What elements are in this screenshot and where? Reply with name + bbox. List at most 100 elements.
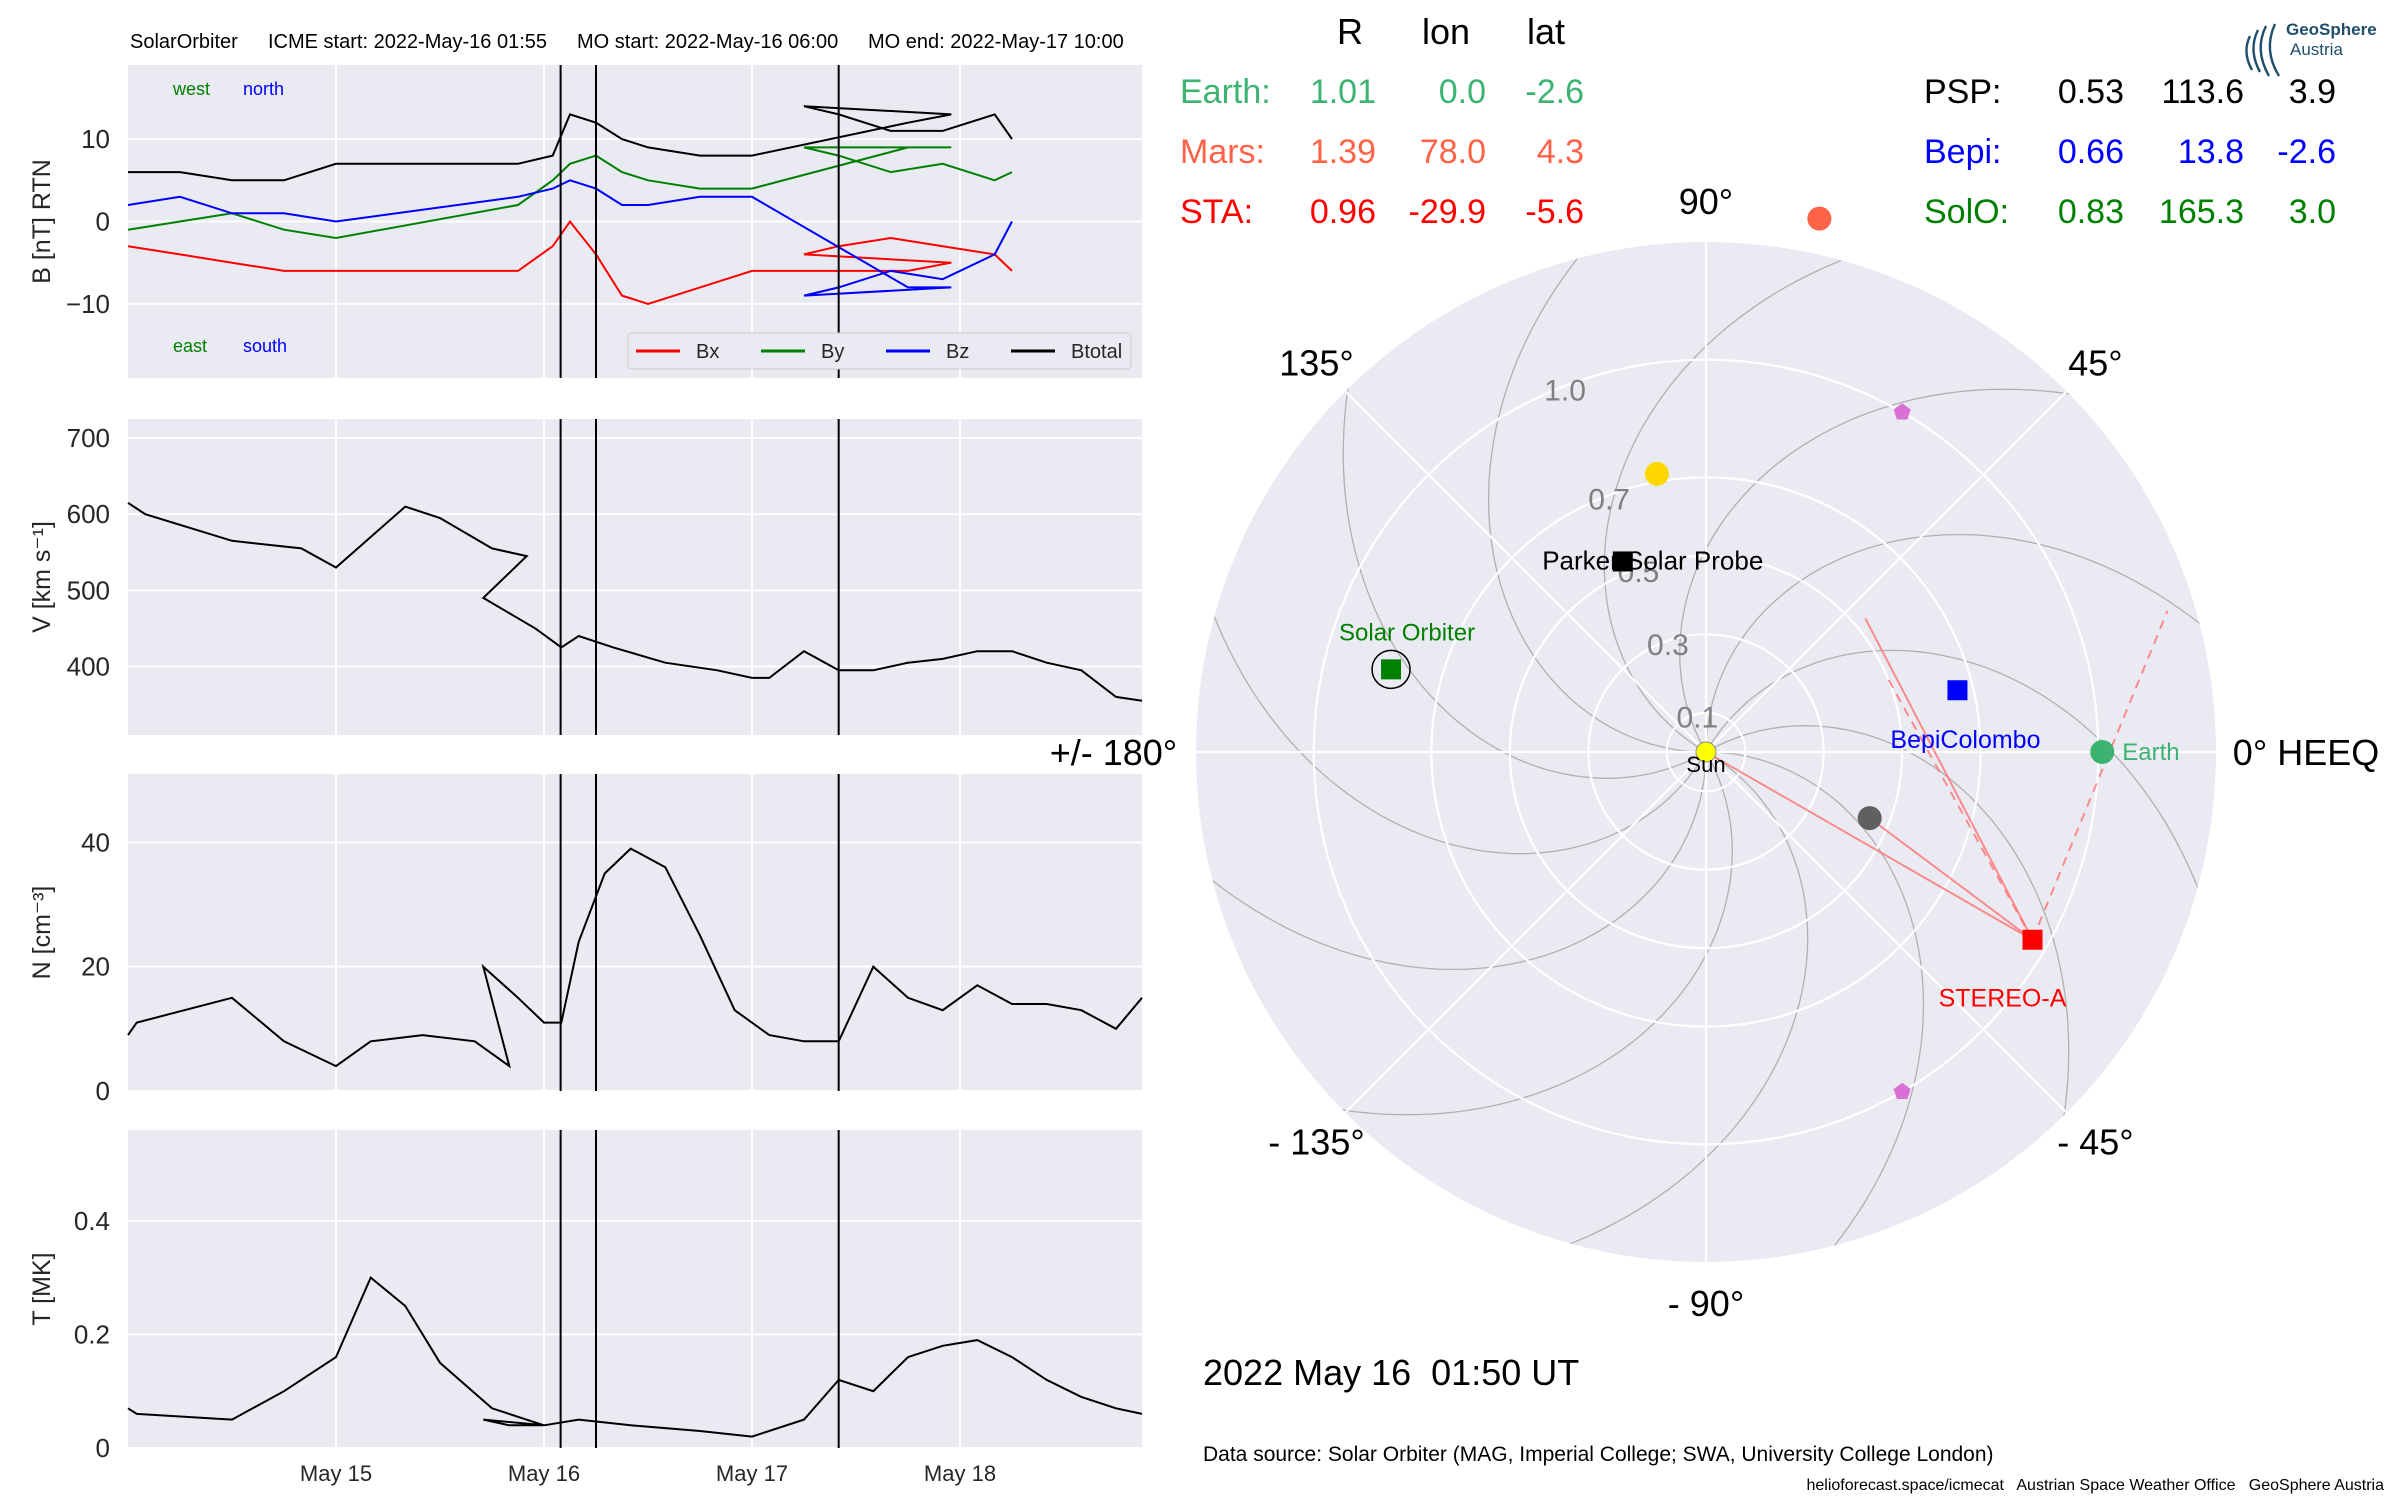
sta-fov-line <box>1864 617 2034 941</box>
x-tick-label: May 17 <box>716 1461 788 1486</box>
row-lon: 165.3 <box>2159 193 2244 231</box>
body-marker <box>1947 680 1968 701</box>
label-east: east <box>173 336 207 356</box>
panel-background <box>128 419 1142 735</box>
angular-gridline <box>1344 751 1707 1114</box>
body-marker <box>1695 741 1717 763</box>
row-name: Mars: <box>1180 133 1265 171</box>
row-name: Bepi: <box>1924 133 2002 171</box>
angular-gridline <box>1705 390 2068 753</box>
y-tick-label: 10 <box>81 124 110 154</box>
row-lat: 3.9 <box>2289 73 2336 111</box>
y-tick-label: 40 <box>81 827 110 857</box>
geosphere-logo: GeoSphere Austria <box>2245 20 2377 77</box>
y-axis-label: N [cm⁻³] <box>28 886 56 980</box>
row-lon: 13.8 <box>2178 133 2244 171</box>
y-tick-label: 0.2 <box>74 1319 110 1349</box>
body-marker <box>1857 806 1882 831</box>
body-marker <box>1893 1082 1911 1099</box>
body-l4 <box>1893 403 1911 420</box>
body-label: Sun <box>1686 752 1725 777</box>
y-tick-label: −10 <box>66 289 110 319</box>
angle-label: - 45° <box>2057 1121 2133 1162</box>
angular-gridline <box>1344 390 1707 753</box>
panel-background <box>128 774 1142 1091</box>
row-R: 0.96 <box>1310 193 1376 231</box>
radial-tick-label: 1.0 <box>1544 374 1586 407</box>
label-north: north <box>243 79 284 99</box>
angle-label: 135° <box>1279 343 1353 384</box>
x-tick-label: May 15 <box>300 1461 372 1486</box>
y-tick-label: 700 <box>67 423 110 453</box>
header-icme-start: ICME start: 2022-May-16 01:55 <box>268 31 547 53</box>
timestamp: 2022 May 16 01:50 UT <box>1203 1352 1579 1393</box>
field-annotations: west north east south Bx By Bz Btotal <box>172 79 1132 370</box>
panel-background <box>128 1130 1142 1448</box>
body-solar-orbiter: Solar Orbiter <box>1339 619 1475 690</box>
sta-sun-line <box>1705 751 2033 941</box>
angle-label: - 135° <box>1268 1121 1364 1162</box>
angular-gridline <box>1705 751 2068 1114</box>
y-tick-label: 0 <box>96 1076 110 1106</box>
body-marker <box>1381 659 1402 680</box>
logo-line2: Austria <box>2290 40 2343 59</box>
y-tick-label: 20 <box>81 952 110 982</box>
body-marker <box>1893 403 1911 420</box>
angle-label: 45° <box>2068 343 2122 384</box>
row-R: 1.39 <box>1310 133 1376 171</box>
body-label: Parker Solar Probe <box>1542 545 1763 575</box>
header-mo-end: MO end: 2022-May-17 10:00 <box>868 31 1124 53</box>
row-R: 0.83 <box>2058 193 2124 231</box>
row-R: 0.66 <box>2058 133 2124 171</box>
radial-tick-label: 0.3 <box>1647 629 1689 662</box>
angle-label: +/- 180° <box>1050 732 1177 773</box>
body-marker <box>2090 740 2115 764</box>
row-lat: 4.3 <box>1537 133 1584 171</box>
y-tick-label: 0 <box>96 207 110 237</box>
body-mars <box>1807 206 1832 231</box>
body-marker <box>2022 929 2043 950</box>
x-tick-label: May 18 <box>924 1461 996 1486</box>
y-axis-label: V [km s⁻¹] <box>28 521 56 633</box>
legend-label: By <box>821 341 844 363</box>
data-source: Data source: Solar Orbiter (MAG, Imperia… <box>1203 1443 1994 1466</box>
body-marker <box>1612 551 1633 572</box>
body-mercury <box>1857 806 1882 831</box>
series-Bz <box>127 179 1013 297</box>
legend-box <box>627 332 1132 370</box>
body-venus <box>1644 461 1669 486</box>
row-name: SolO: <box>1924 193 2009 231</box>
radial-tick-label: 0.7 <box>1588 483 1630 516</box>
solo-ring <box>1371 649 1411 690</box>
body-sun: Sun <box>1686 741 1726 777</box>
body-parker-solar-probe: Parker Solar Probe <box>1542 545 1763 575</box>
y-tick-label: 500 <box>67 575 110 605</box>
row-lat: 3.0 <box>2289 193 2336 231</box>
table-header: R <box>1337 11 1363 52</box>
y-tick-label: 600 <box>67 499 110 529</box>
sta-fov-dashed <box>1886 678 2034 941</box>
body-marker <box>1807 206 1832 231</box>
sta-fov-dashed <box>2031 610 2169 941</box>
legend-label: Bz <box>946 341 969 363</box>
legend-label: Bx <box>696 341 719 363</box>
series-Btotal <box>128 105 1013 182</box>
body-marker <box>1644 461 1669 486</box>
panel-density: 0 20 40 N [cm⁻³] <box>28 774 1143 1106</box>
row-lon: 78.0 <box>1420 133 1486 171</box>
label-south: south <box>243 336 287 356</box>
row-name: Earth: <box>1180 73 1271 111</box>
y-axis-label: T [MK] <box>28 1252 56 1325</box>
y-tick-label: 0 <box>96 1433 110 1463</box>
row-lon: -29.9 <box>1409 193 1487 231</box>
logo-mark-icon <box>2245 23 2281 77</box>
angle-label: 90° <box>1679 181 1733 222</box>
legend-label: Btotal <box>1071 341 1122 363</box>
row-R: 1.01 <box>1310 73 1376 111</box>
panel-temperature: 0 0.2 0.4 May 15 May 16 May 17 May 18 T [MK] <box>28 1130 1143 1486</box>
body-bepicolombo: BepiColombo <box>1890 680 2040 754</box>
radial-tick-label: 0.1 <box>1676 702 1718 735</box>
body-l5 <box>1893 1082 1911 1099</box>
